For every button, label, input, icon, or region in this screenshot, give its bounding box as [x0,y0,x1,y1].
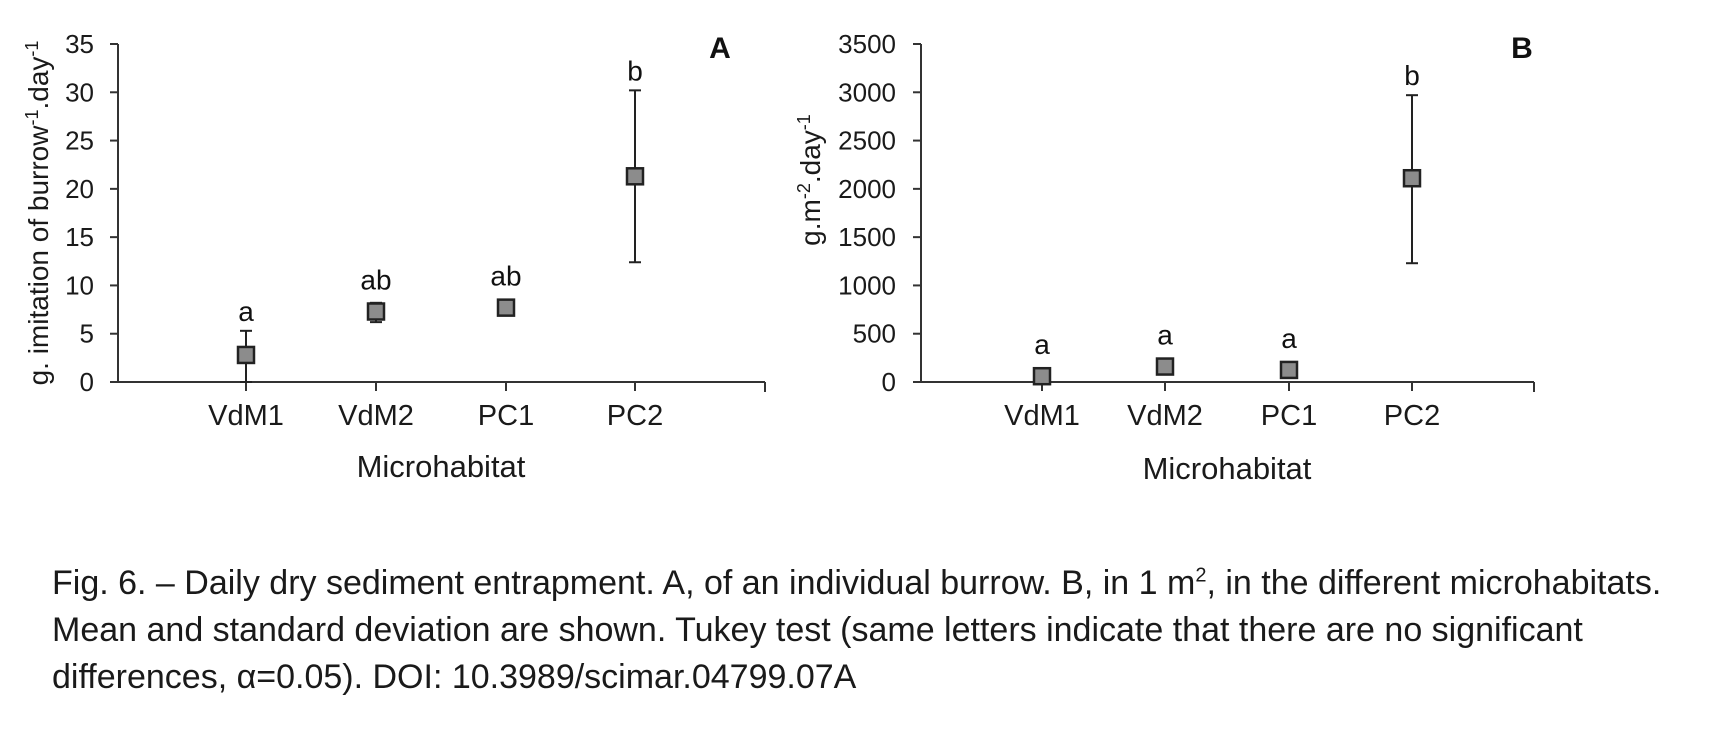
data-point [1032,366,1052,386]
panel-label: A [709,32,731,65]
data-point [236,345,256,365]
significance-letter: ab [490,261,521,292]
panel-label: B [1511,32,1533,65]
panel-b: 0 500 1000 1500 2000 2500 3000 3500 g.m-2.day-1 B… [794,29,1535,486]
significance-letter: a [1157,320,1173,351]
x-tick-label: VdM2 [338,400,414,432]
y-tick-label: 1000 [838,270,896,300]
significance-letter: b [1404,60,1420,91]
y-axis-title-superscript: -1 [22,41,42,57]
y-axis-title-text: .day [795,130,826,183]
data-point [1402,168,1422,188]
y-tick-label: 15 [65,222,94,252]
y-axis-title-text: g. imitation of burrow [23,125,54,386]
x-tick-label: PC2 [1384,400,1440,432]
y-tick-label: 3000 [838,77,896,107]
y-axis-title-superscript: -2 [794,183,814,199]
y-tick-label: 3500 [838,29,896,59]
caption-text-1: Fig. 6. – Daily dry sediment entrapment.… [52,564,1196,602]
x-tick-label: PC1 [1261,400,1317,432]
data-point [366,302,386,321]
y-tick-label: 1500 [838,222,896,252]
y-tick-label: 500 [853,319,896,349]
y-axis-title-superscript: -1 [794,114,814,130]
significance-letter: a [1034,329,1050,360]
data-point [1279,360,1299,380]
y-tick-label: 2000 [838,174,896,204]
x-axis-title: Microhabitat [357,449,526,484]
y-tick-label: 30 [65,77,94,107]
y-axis-title: g. imitation of burrow-1.day-1 [22,41,54,386]
x-axis-title: Microhabitat [1143,451,1312,486]
figure-caption: Fig. 6. – Daily dry sediment entrapment.… [52,560,1692,701]
y-axis-title: g.m-2.day-1 [794,114,826,246]
y-axis-title-text: .day [23,57,54,110]
significance-letter: b [627,55,643,86]
y-tick-label: 0 [882,367,896,397]
significance-letter: ab [360,265,391,296]
y-axis-title-text: g.m [795,199,826,246]
data-point [496,298,516,317]
y-tick-label: 0 [80,367,94,397]
x-tick-label: PC1 [478,400,534,432]
x-tick-label: VdM1 [208,400,284,432]
y-tick-label: 20 [65,174,94,204]
significance-letter: a [238,296,254,327]
significance-letter: a [1281,323,1297,354]
x-tick-label: VdM2 [1127,400,1203,432]
data-point [625,167,645,186]
y-tick-label: 25 [65,126,94,156]
y-tick-label: 10 [65,270,94,300]
data-point [1155,357,1175,376]
y-axis-title-superscript: -1 [22,110,42,126]
x-tick-label: VdM1 [1004,400,1080,432]
y-tick-label: 35 [65,29,94,59]
caption-superscript: 2 [1195,564,1207,587]
x-tick-label: PC2 [607,400,663,432]
caption-text-2: , in the different microhabitats. Mean a… [52,564,1662,696]
y-tick-label: 2500 [838,126,896,156]
y-tick-label: 5 [80,319,94,349]
